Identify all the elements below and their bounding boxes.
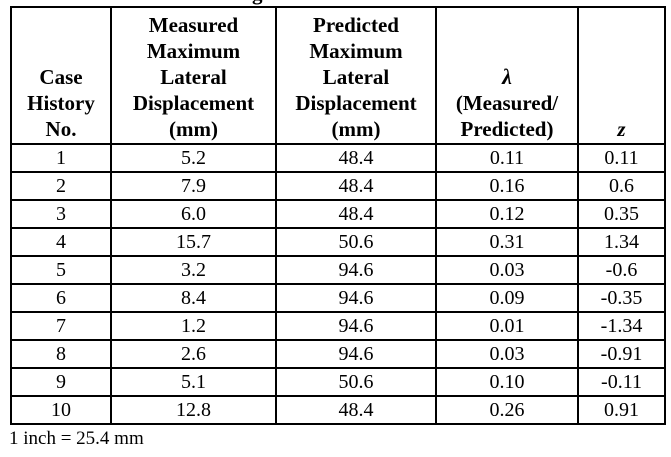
cell-predicted: 48.4	[275, 171, 437, 201]
cell-lambda: 0.09	[435, 283, 579, 313]
table-row: 8 2.6 94.6 0.03 -0.91	[10, 339, 666, 369]
table-row: 10 12.8 48.4 0.26 0.91	[10, 395, 666, 425]
table-row: 5 3.2 94.6 0.03 -0.6	[10, 255, 666, 285]
cell-measured: 7.9	[110, 171, 277, 201]
cell-lambda: 0.12	[435, 199, 579, 229]
cell-z: 1.34	[577, 227, 666, 257]
cell-z: -0.91	[577, 339, 666, 369]
cell-measured: 8.4	[110, 283, 277, 313]
table-row: 6 8.4 94.6 0.09 -0.35	[10, 283, 666, 313]
table-row: 7 1.2 94.6 0.01 -1.34	[10, 311, 666, 341]
lambda-symbol: λ	[502, 64, 512, 89]
cell-predicted: 94.6	[275, 283, 437, 313]
header-line: (mm)	[169, 117, 218, 141]
cropped-caption-letter: g	[252, 0, 263, 4]
header-line: Displacement	[132, 91, 255, 115]
cell-case-no: 2	[10, 171, 112, 201]
cell-case-no: 1	[10, 143, 112, 173]
z-symbol: z	[617, 117, 626, 141]
header-line: Maximum	[309, 39, 403, 63]
cell-z: -1.34	[577, 311, 666, 341]
cell-lambda: 0.31	[435, 227, 579, 257]
cell-case-no: 5	[10, 255, 112, 285]
cell-predicted: 94.6	[275, 311, 437, 341]
header-line: Maximum	[146, 39, 241, 63]
cell-measured: 15.7	[110, 227, 277, 257]
header-line: Case	[39, 65, 83, 89]
cell-lambda: 0.26	[435, 395, 579, 425]
table-row: 4 15.7 50.6 0.31 1.34	[10, 227, 666, 257]
header-line: No.	[45, 117, 77, 141]
cell-case-no: 3	[10, 199, 112, 229]
cell-measured: 12.8	[110, 395, 277, 425]
header-lambda-ratio: λ (Measured/ Predicted)	[435, 6, 579, 145]
cell-measured: 5.1	[110, 367, 277, 397]
cell-lambda: 0.01	[435, 311, 579, 341]
cell-lambda: 0.11	[435, 143, 579, 173]
header-line: Predicted	[313, 13, 399, 37]
cell-measured: 6.0	[110, 199, 277, 229]
header-predicted-displacement: Predicted Maximum Lateral Displacement (…	[275, 6, 437, 145]
cell-measured: 3.2	[110, 255, 277, 285]
cell-measured: 2.6	[110, 339, 277, 369]
header-line: (mm)	[331, 117, 381, 141]
header-line: Displacement	[295, 91, 417, 115]
table-row: 9 5.1 50.6 0.10 -0.11	[10, 367, 666, 397]
case-history-table: Case History No. Measured Maximum Latera…	[10, 6, 666, 425]
cell-z: 0.6	[577, 171, 666, 201]
cell-predicted: 48.4	[275, 199, 437, 229]
cell-lambda: 0.03	[435, 255, 579, 285]
header-line: (Measured/	[455, 91, 559, 115]
cell-predicted: 94.6	[275, 255, 437, 285]
cell-z: -0.6	[577, 255, 666, 285]
cell-measured: 1.2	[110, 311, 277, 341]
cell-z: 0.91	[577, 395, 666, 425]
header-line: History	[27, 91, 95, 115]
header-line: Lateral	[160, 65, 227, 89]
table-row: 3 6.0 48.4 0.12 0.35	[10, 199, 666, 229]
header-line: Lateral	[322, 65, 390, 89]
cell-lambda: 0.10	[435, 367, 579, 397]
header-line: Predicted)	[460, 117, 554, 141]
cell-case-no: 10	[10, 395, 112, 425]
cell-measured: 5.2	[110, 143, 277, 173]
table-row: 2 7.9 48.4 0.16 0.6	[10, 171, 666, 201]
cell-case-no: 9	[10, 367, 112, 397]
cell-predicted: 50.6	[275, 227, 437, 257]
cell-predicted: 94.6	[275, 339, 437, 369]
header-z: z	[577, 6, 666, 145]
table-row: 1 5.2 48.4 0.11 0.11	[10, 143, 666, 173]
unit-conversion-note: 1 inch = 25.4 mm	[9, 428, 144, 449]
cell-predicted: 50.6	[275, 367, 437, 397]
header-line: Measured	[148, 13, 239, 37]
cell-case-no: 4	[10, 227, 112, 257]
cell-case-no: 7	[10, 311, 112, 341]
cell-z: -0.35	[577, 283, 666, 313]
header-case-history-no: Case History No.	[10, 6, 112, 145]
cell-predicted: 48.4	[275, 395, 437, 425]
cell-case-no: 8	[10, 339, 112, 369]
cell-lambda: 0.16	[435, 171, 579, 201]
header-row: Case History No. Measured Maximum Latera…	[10, 6, 666, 145]
cell-z: -0.11	[577, 367, 666, 397]
cell-case-no: 6	[10, 283, 112, 313]
cell-z: 0.35	[577, 199, 666, 229]
header-measured-displacement: Measured Maximum Lateral Displacement (m…	[110, 6, 277, 145]
cell-z: 0.11	[577, 143, 666, 173]
cell-predicted: 48.4	[275, 143, 437, 173]
case-history-table-container: Case History No. Measured Maximum Latera…	[10, 6, 666, 425]
cropped-caption-fragment: g	[250, 0, 266, 5]
cell-lambda: 0.03	[435, 339, 579, 369]
